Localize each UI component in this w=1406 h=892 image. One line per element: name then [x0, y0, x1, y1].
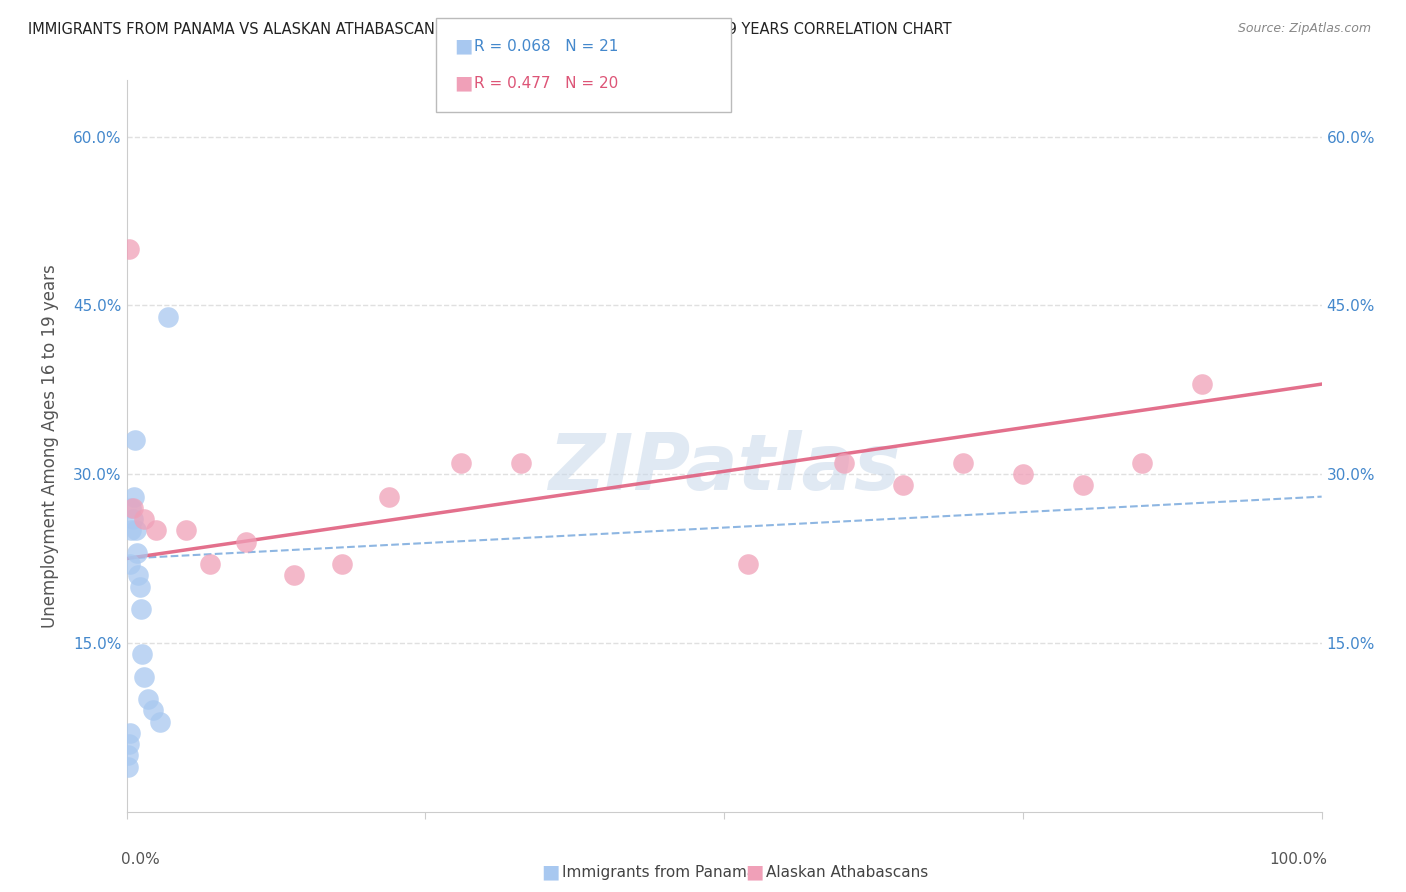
- Point: [283, 568, 305, 582]
- Point: [1191, 377, 1213, 392]
- Y-axis label: Unemployment Among Ages 16 to 19 years: Unemployment Among Ages 16 to 19 years: [41, 264, 59, 628]
- Text: ■: ■: [454, 37, 472, 55]
- Point: [121, 512, 143, 526]
- Point: [1130, 456, 1153, 470]
- Point: [737, 557, 759, 571]
- Point: [117, 760, 139, 774]
- Point: [127, 546, 149, 560]
- Text: ■: ■: [745, 863, 763, 882]
- Point: [378, 490, 401, 504]
- Text: IMMIGRANTS FROM PANAMA VS ALASKAN ATHABASCAN UNEMPLOYMENT AMONG AGES 16 TO 19 YE: IMMIGRANTS FROM PANAMA VS ALASKAN ATHABA…: [28, 22, 952, 37]
- Point: [450, 456, 472, 470]
- Point: [330, 557, 353, 571]
- Point: [832, 456, 855, 470]
- Point: [174, 524, 197, 538]
- Point: [952, 456, 974, 470]
- Point: [131, 647, 153, 661]
- Point: [120, 500, 142, 515]
- Text: ■: ■: [454, 74, 472, 93]
- Text: Immigrants from Panama: Immigrants from Panama: [562, 865, 756, 880]
- Point: [145, 524, 167, 538]
- Point: [129, 602, 152, 616]
- Text: ■: ■: [541, 863, 560, 882]
- Text: R = 0.068   N = 21: R = 0.068 N = 21: [474, 38, 619, 54]
- Point: [509, 456, 531, 470]
- Text: 100.0%: 100.0%: [1270, 852, 1327, 867]
- Text: ZIPatlas: ZIPatlas: [548, 430, 900, 506]
- Point: [235, 534, 257, 549]
- Point: [1011, 467, 1033, 482]
- Point: [142, 703, 165, 717]
- Point: [127, 568, 149, 582]
- Point: [121, 500, 143, 515]
- Point: [124, 434, 146, 448]
- Point: [118, 726, 141, 740]
- Point: [149, 714, 172, 729]
- Point: [891, 478, 914, 492]
- Point: [117, 748, 139, 763]
- Point: [134, 512, 156, 526]
- Text: Source: ZipAtlas.com: Source: ZipAtlas.com: [1237, 22, 1371, 36]
- Point: [200, 557, 222, 571]
- Point: [1071, 478, 1094, 492]
- Point: [125, 524, 148, 538]
- Point: [136, 692, 159, 706]
- Point: [134, 670, 156, 684]
- Point: [122, 490, 145, 504]
- Point: [120, 557, 142, 571]
- Point: [157, 310, 180, 324]
- Text: R = 0.477   N = 20: R = 0.477 N = 20: [474, 76, 619, 91]
- Text: 0.0%: 0.0%: [121, 852, 159, 867]
- Text: Alaskan Athabascans: Alaskan Athabascans: [766, 865, 928, 880]
- Point: [128, 580, 150, 594]
- Point: [118, 737, 141, 751]
- Point: [120, 524, 142, 538]
- Point: [118, 242, 141, 256]
